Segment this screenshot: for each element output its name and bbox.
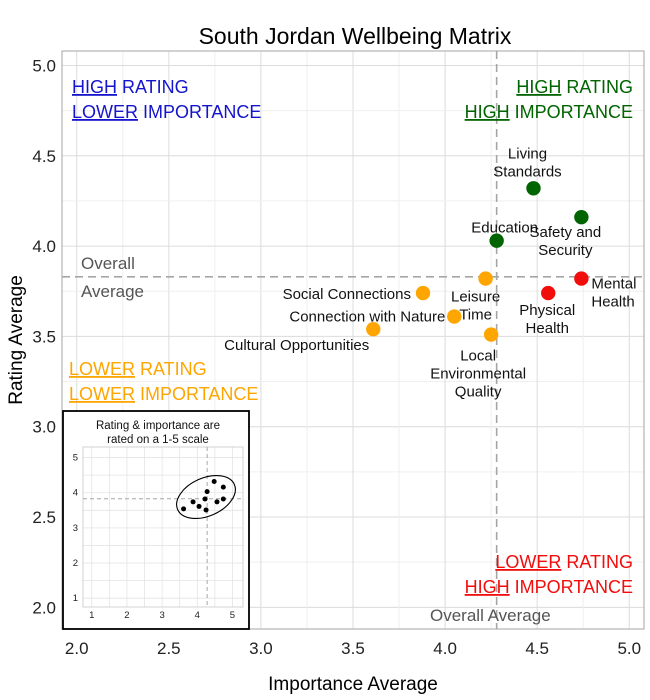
x-tick-label: 5.0 [617,639,641,658]
inset-x-tick-label: 4 [195,610,200,621]
data-point [574,271,589,286]
data-point-label: Quality [455,384,502,401]
inset-data-point [196,503,202,509]
inset-data-point [220,484,226,490]
y-axis-ticks: 2.0 2.5 3.0 3.5 4.0 4.5 5.0 [32,56,56,617]
data-point-label: Mental [591,276,636,293]
inset-data-point [190,499,196,505]
inset-data-point [220,496,226,502]
inset-cluster-ellipse [176,474,236,520]
y-axis-label: Rating Average [6,275,27,405]
y-tick-label: 2.0 [32,598,56,617]
data-point-label: Leisure [451,289,500,306]
data-point-label: Cultural Opportunities [224,337,369,354]
inset-x-tick-label: 5 [230,610,235,621]
data-point-label: Local [460,348,496,365]
quadrant-label-high-rating-lower-importance: HIGH RATING [72,77,189,97]
data-point-label: Social Connections [283,286,411,303]
x-tick-label: 4.0 [433,639,457,658]
data-point [366,321,381,337]
inset-x-tick-label: 3 [159,610,164,621]
y-tick-label: 5.0 [32,56,56,75]
data-point-label: Time [459,307,492,324]
data-point-label: Security [538,242,593,259]
y-tick-label: 3.0 [32,418,56,437]
quadrant-label-high-rating-high-importance: HIGH IMPORTANCE [465,102,633,122]
x-tick-label: 4.5 [525,639,549,658]
inset-plot-frame [82,446,244,608]
data-point-label: Health [526,320,569,337]
data-point-label: Safety and [530,224,602,241]
data-point-label: Health [591,294,634,311]
inset-data-point [211,478,217,484]
overall-average-x-label: Overall Average [430,606,551,625]
data-point [478,271,493,286]
data-point-label: Environmental [430,366,526,383]
data-point [526,181,541,196]
inset-caption: Rating & importance are [96,420,220,432]
data-point [574,209,589,225]
x-tick-label: 2.0 [65,639,89,658]
y-tick-label: 2.5 [32,508,56,527]
inset-y-tick-label: 1 [73,593,78,604]
overall-average-y-label: Overall [81,254,135,273]
x-axis-ticks: 2.0 2.5 3.0 3.5 4.0 4.5 5.0 [65,639,641,658]
x-tick-label: 2.5 [157,639,181,658]
x-tick-label: 3.0 [249,639,273,658]
inset-data-point [202,496,208,502]
quadrant-label-high-rating-lower-importance: LOWER IMPORTANCE [72,102,261,122]
x-axis-label: Importance Average [268,674,438,695]
chart-title: South Jordan Wellbeing Matrix [199,23,512,49]
inset-x-tick-label: 2 [124,610,129,621]
y-tick-label: 3.5 [32,327,56,346]
inset-y-tick-label: 4 [73,488,78,499]
inset-data-point [214,499,220,505]
quadrant-label-lower-rating-high-importance: LOWER RATING [495,552,633,572]
data-point [489,233,504,248]
data-point-label: Physical [519,302,575,319]
data-point-label: Education [471,220,538,237]
data-point-label: Living [508,145,547,162]
inset-y-tick-label: 2 [73,558,78,569]
inset-caption: rated on a 1-5 scale [107,434,209,446]
data-point-label: Connection with Nature [289,309,445,326]
data-point [447,309,462,324]
scale-inset: Rating & importance are rated on a 1-5 sc… [62,410,250,630]
quadrant-label-lower-rating-high-importance: HIGH IMPORTANCE [465,577,633,597]
inset-data-point [204,489,210,495]
quadrant-label-lower-rating-lower-importance: LOWER RATING [69,359,207,379]
y-tick-label: 4.0 [32,237,56,256]
data-point [415,285,431,301]
data-point [541,285,556,301]
overall-average-y-label: Average [81,282,144,301]
data-point-label: Standards [493,163,561,180]
inset-data-point [181,506,187,512]
quadrant-label-lower-rating-lower-importance: LOWER IMPORTANCE [69,384,258,404]
inset-y-tick-label: 5 [73,453,78,464]
plot-frame [61,50,645,630]
y-tick-label: 4.5 [32,147,56,166]
inset-data-point [203,507,209,513]
overall-average-lines: Overall Average Overall Average [62,51,644,629]
x-tick-label: 3.5 [341,639,365,658]
data-point [483,327,499,342]
inset-y-tick-label: 3 [73,523,78,534]
quadrant-labels: HIGH RATING LOWER IMPORTANCE HIGH RATING HI… [69,77,633,597]
inset-x-tick-label: 1 [89,610,94,621]
quadrant-label-high-rating-high-importance: HIGH RATING [516,77,633,97]
